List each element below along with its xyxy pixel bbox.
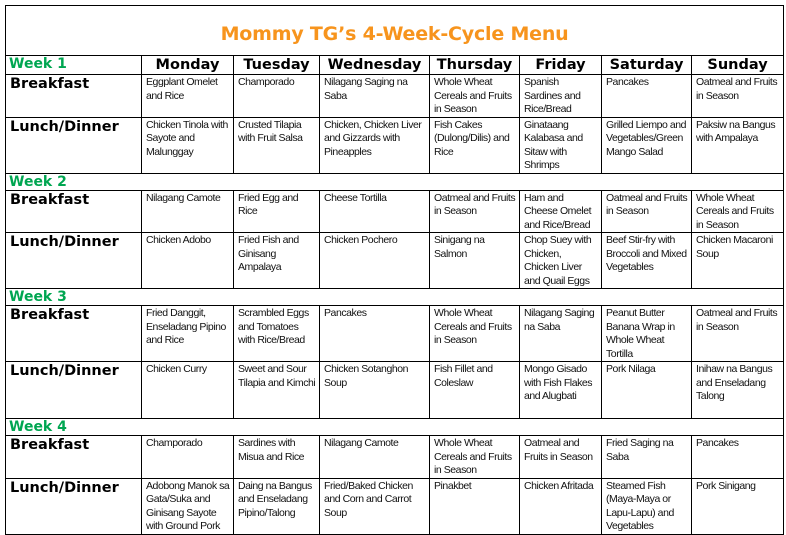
dish-cell: Ham and Cheese Omelet and Rice/Bread bbox=[519, 189, 602, 233]
dish-cell: Chicken Tinola with Sayote and Malunggay bbox=[141, 116, 234, 174]
dish-cell: Whole Wheat Cereals and Fruits in Season bbox=[690, 189, 785, 233]
day-header-friday: Friday bbox=[519, 55, 602, 75]
dish-cell: Oatmeal and Fruits in Season bbox=[519, 435, 602, 479]
lunch-row: Lunch/Dinner Chicken Curry Sweet and Sour … bbox=[5, 361, 785, 419]
meal-label: Lunch/Dinner bbox=[5, 116, 142, 174]
week-header-row: Week 1 Monday Tuesday Wednesday Thursday Frid… bbox=[5, 55, 785, 75]
dish-cell: Chicken Macaroni Soup bbox=[690, 232, 785, 289]
dish-cell: Sardines with Misua and Rice bbox=[233, 435, 320, 479]
dish-cell: Beef Stir-fry with Broccoli and Mixed Ve… bbox=[601, 232, 692, 289]
dish-cell: Champorado bbox=[233, 74, 320, 118]
dish-cell: Adobong Manok sa Gata/Suka and Ginisang … bbox=[141, 477, 234, 535]
meal-label: Lunch/Dinner bbox=[5, 232, 142, 289]
dish-cell: Fried Egg and Rice bbox=[233, 189, 320, 233]
meal-label: Breakfast bbox=[5, 435, 142, 479]
lunch-row: Lunch/Dinner Chicken Adobo Fried Fish and … bbox=[5, 232, 785, 289]
dish-cell: Sweet and Sour Tilapia and Kimchi bbox=[233, 361, 320, 419]
dish-cell: Chicken Afritada bbox=[519, 477, 602, 535]
dish-cell: Chicken Adobo bbox=[141, 232, 234, 289]
dish-cell: Nilagang Camote bbox=[141, 189, 234, 233]
meal-label: Breakfast bbox=[5, 189, 142, 233]
dish-cell: Paksiw na Bangus with Ampalaya bbox=[690, 116, 785, 174]
dish-cell: Oatmeal and Fruits in Season bbox=[601, 189, 692, 233]
week-label: Week 3 bbox=[4, 288, 785, 306]
title-cell: Mommy TG’s 4-Week-Cycle Menu bbox=[4, 5, 785, 56]
breakfast-row: Breakfast Champorado Sardines with Misua a… bbox=[5, 435, 785, 479]
day-header-wednesday: Wednesday bbox=[319, 55, 430, 75]
dish-cell: Whole Wheat Cereals and Fruits in Season bbox=[429, 74, 520, 118]
week-label: Week 2 bbox=[4, 172, 785, 191]
dish-cell: Fried Saging na Saba bbox=[601, 435, 692, 479]
meal-label: Breakfast bbox=[5, 305, 142, 362]
breakfast-row: Breakfast Eggplant Omelet and Rice Champor… bbox=[5, 74, 785, 118]
dish-cell: Pork Nilaga bbox=[601, 361, 692, 419]
day-header-thursday: Thursday bbox=[429, 55, 520, 75]
breakfast-row: Breakfast Nilagang Camote Fried Egg and Ri… bbox=[5, 189, 785, 233]
week-header-row: Week 3 bbox=[4, 288, 785, 306]
dish-cell: Pinakbet bbox=[429, 477, 520, 535]
dish-cell: Nilagang Camote bbox=[319, 435, 430, 479]
week-label: Week 1 bbox=[5, 55, 142, 75]
lunch-row: Lunch/Dinner Adobong Manok sa Gata/Suka a… bbox=[5, 477, 785, 535]
dish-cell: Chicken Pochero bbox=[319, 232, 430, 289]
dish-cell: Ginataang Kalabasa and Sitaw with Shrimp… bbox=[519, 116, 602, 174]
dish-cell: Daing na Bangus and Enseladang Pipino/Ta… bbox=[233, 477, 320, 535]
dish-cell: Fried Fish and Ginisang Ampalaya bbox=[233, 232, 320, 289]
week-header-row: Week 2 bbox=[4, 172, 785, 191]
dish-cell: Sinigang na Salmon bbox=[429, 232, 520, 289]
dish-cell: Champorado bbox=[141, 435, 234, 479]
page-title: Mommy TG’s 4-Week-Cycle Menu bbox=[220, 22, 569, 45]
dish-cell: Fish Cakes (Dulong/Dilis) and Rice bbox=[429, 116, 520, 174]
dish-cell: Nilagang Saging na Saba bbox=[319, 74, 430, 118]
dish-cell: Chicken Curry bbox=[141, 361, 234, 419]
dish-cell: Spanish Sardines and Rice/Bread bbox=[519, 74, 602, 118]
day-header-saturday: Saturday bbox=[601, 55, 692, 75]
dish-cell: Pork Sinigang bbox=[690, 477, 785, 535]
dish-cell: Fish Fillet and Coleslaw bbox=[429, 361, 520, 419]
dish-cell: Oatmeal and Fruits in Season bbox=[690, 305, 785, 362]
dish-cell: Peanut Butter Banana Wrap in Whole Wheat… bbox=[601, 305, 692, 362]
dish-cell: Crusted Tilapia with Fruit Salsa bbox=[233, 116, 320, 174]
dish-cell: Inihaw na Bangus and Enseladang Talong bbox=[690, 361, 785, 419]
day-header-monday: Monday bbox=[141, 55, 234, 75]
dish-cell: Chicken, Chicken Liver and Gizzards with… bbox=[319, 116, 430, 174]
dish-cell: Whole Wheat Cereals and Fruits in Season bbox=[429, 435, 520, 479]
meal-label: Lunch/Dinner bbox=[5, 361, 142, 419]
dish-cell: Mongo Gisado with Fish Flakes and Alugba… bbox=[519, 361, 602, 419]
dish-cell: Scrambled Eggs and Tomatoes with Rice/Br… bbox=[233, 305, 320, 362]
meal-label: Breakfast bbox=[5, 74, 142, 118]
dish-cell: Pancakes bbox=[319, 305, 430, 362]
lunch-row: Lunch/Dinner Chicken Tinola with Sayote a… bbox=[5, 116, 785, 174]
dish-cell: Eggplant Omelet and Rice bbox=[141, 74, 234, 118]
week-label: Week 4 bbox=[4, 418, 785, 436]
dish-cell: Pancakes bbox=[601, 74, 692, 118]
dish-cell: Cheese Tortilla bbox=[319, 189, 430, 233]
dish-cell: Grilled Liempo and Vegetables/Green Mang… bbox=[601, 116, 692, 174]
day-header-sunday: Sunday bbox=[690, 55, 785, 75]
dish-cell: Fried/Baked Chicken and Corn and Carrot … bbox=[319, 477, 430, 535]
dish-cell: Oatmeal and Fruits in Season bbox=[690, 74, 785, 118]
dish-cell: Chop Suey with Chicken, Chicken Liver an… bbox=[519, 232, 602, 289]
day-header-tuesday: Tuesday bbox=[233, 55, 320, 75]
breakfast-row: Breakfast Fried Danggit, Enseladang Pipin… bbox=[5, 305, 785, 362]
dish-cell: Pancakes bbox=[690, 435, 785, 479]
menu-table: Mommy TG’s 4-Week-Cycle Menu Week 1 Monda… bbox=[4, 5, 785, 535]
dish-cell: Whole Wheat Cereals and Fruits in Season bbox=[429, 305, 520, 362]
dish-cell: Chicken Sotanghon Soup bbox=[319, 361, 430, 419]
dish-cell: Nilagang Saging na Saba bbox=[519, 305, 602, 362]
dish-cell: Steamed Fish (Maya-Maya or Lapu-Lapu) an… bbox=[601, 477, 692, 535]
dish-cell: Oatmeal and Fruits in Season bbox=[429, 189, 520, 233]
dish-cell: Fried Danggit, Enseladang Pipino and Ric… bbox=[141, 305, 234, 362]
meal-label: Lunch/Dinner bbox=[5, 477, 142, 535]
week-header-row: Week 4 bbox=[4, 418, 785, 436]
